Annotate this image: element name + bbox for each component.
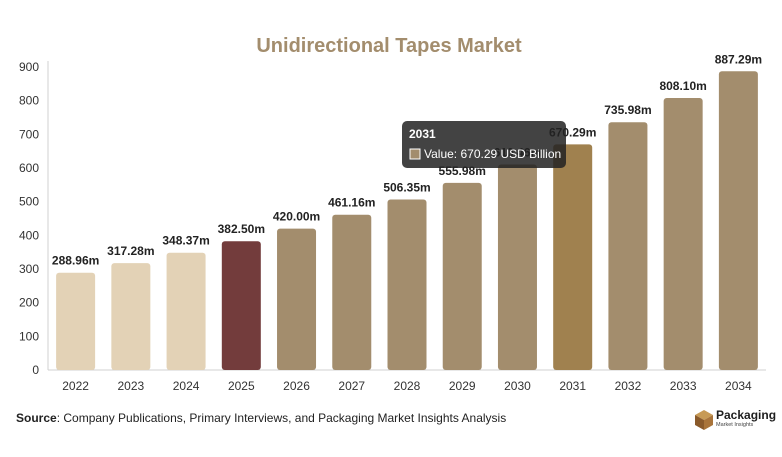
bar-series (56, 71, 758, 371)
cube-icon (695, 410, 713, 430)
x-tick-label: 2028 (394, 379, 421, 393)
bar-2026[interactable] (277, 228, 317, 370)
data-label: 808.10m (659, 79, 706, 93)
y-tick-label: 700 (19, 127, 39, 141)
x-tick-label: 2025 (228, 379, 255, 393)
y-tick-label: 100 (19, 329, 39, 343)
bar-2024[interactable] (166, 252, 206, 370)
data-label: 506.35m (383, 181, 430, 195)
x-tick-label: 2031 (559, 379, 586, 393)
data-label: 288.96m (52, 254, 99, 268)
chart-title: Unidirectional Tapes Market (256, 35, 522, 57)
x-tick-label: 2024 (173, 379, 200, 393)
data-label: 317.28m (107, 244, 154, 258)
bar-2022[interactable] (56, 272, 96, 370)
bar-2030[interactable] (497, 164, 537, 370)
x-tick-label: 2026 (283, 379, 310, 393)
y-axis: 0 100 200 300 400 500 600 700 800 900 (19, 60, 49, 377)
bar-2028[interactable] (387, 199, 427, 370)
y-tick-label: 300 (19, 262, 39, 276)
data-label: 887.29m (715, 52, 762, 66)
bar-2033[interactable] (663, 97, 703, 370)
data-label: 348.37m (162, 234, 209, 248)
y-tick-label: 200 (19, 296, 39, 310)
y-tick-label: 600 (19, 161, 39, 175)
logo-tagline: Market Insights (716, 422, 754, 428)
y-tick-label: 400 (19, 228, 39, 242)
x-tick-label: 2034 (725, 379, 752, 393)
y-tick-label: 800 (19, 94, 39, 108)
x-tick-label: 2022 (62, 379, 89, 393)
bar-2027[interactable] (332, 214, 372, 370)
packaging-logo: Packaging Market Insights (694, 407, 777, 433)
bar-2029[interactable] (442, 182, 482, 370)
tooltip-title: 2031 (409, 127, 436, 141)
x-tick-label: 2029 (449, 379, 476, 393)
bar-2025[interactable] (221, 241, 261, 370)
source-label: Source (16, 411, 57, 425)
logo-name: Packaging (716, 408, 777, 422)
y-tick-label: 0 (32, 363, 39, 377)
x-tick-label: 2033 (670, 379, 697, 393)
tooltip-value: Value: 670.29 USD Billion (424, 147, 561, 161)
tooltip-swatch (409, 148, 421, 160)
x-axis: 2022 2023 2024 2025 2026 2027 2028 2029 2030 2031… (48, 369, 766, 393)
data-label: 461.16m (328, 196, 375, 210)
data-label: 735.98m (604, 103, 651, 117)
data-label: 420.00m (273, 210, 320, 224)
tooltip-box (402, 121, 566, 168)
bar-2023[interactable] (111, 263, 151, 370)
source-text: : Company Publications, Primary Intervie… (56, 411, 507, 425)
source-note: Source: Company Publications, Primary In… (16, 411, 506, 425)
tooltip: 2031 Value: 670.29 USD Billion (402, 121, 566, 168)
data-label: 382.50m (218, 222, 265, 236)
x-tick-label: 2027 (338, 379, 365, 393)
x-tick-label: 2030 (504, 379, 531, 393)
y-tick-label: 900 (19, 60, 39, 74)
chart: Unidirectional Tapes Market 0 100 200 300 40… (19, 35, 766, 393)
x-tick-label: 2032 (615, 379, 642, 393)
bar-2034[interactable] (718, 71, 758, 371)
x-tick-label: 2023 (117, 379, 144, 393)
bar-2032[interactable] (608, 122, 648, 371)
y-tick-label: 500 (19, 195, 39, 209)
bar-2031[interactable] (553, 144, 593, 370)
